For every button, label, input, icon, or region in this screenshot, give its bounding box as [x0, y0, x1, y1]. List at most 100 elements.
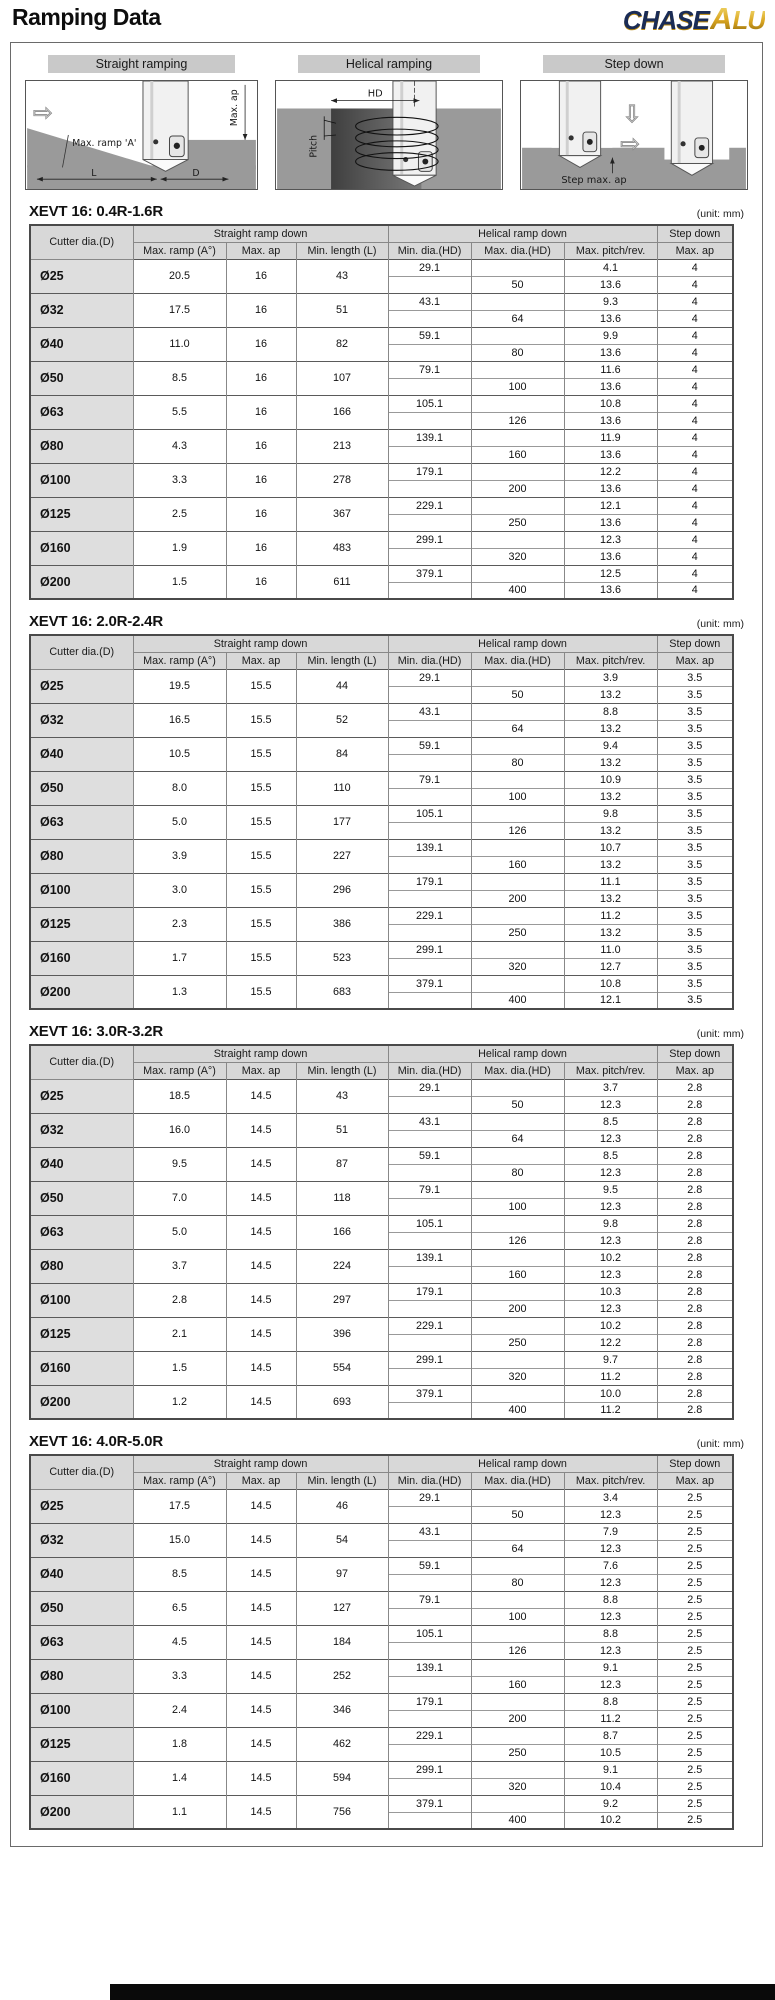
max-pitch-cell: 13.2	[563, 923, 658, 941]
max-ap-cell: 14.5	[225, 1350, 296, 1385]
max-ap-cell: 14.5	[225, 1112, 296, 1147]
table-header: Cutter dia.(D) Straight ramp down Helica…	[29, 1455, 734, 1490]
dim-L-label: L	[91, 168, 97, 179]
min-dia-cell-empty	[387, 719, 472, 737]
diagram-step-down: Step down ⇩ ⇨	[520, 55, 748, 190]
min-length-cell: 594	[295, 1760, 389, 1795]
step-max-ap-cell: 3.5	[656, 702, 734, 720]
min-length-cell: 87	[295, 1146, 389, 1181]
col-header-cutter-dia: Cutter dia.(D)	[29, 1045, 133, 1080]
table-header-group-row: Cutter dia.(D) Straight ramp down Helica…	[29, 635, 734, 670]
max-dia-cell: 160	[470, 1675, 565, 1693]
cutter-dia-cell: Ø32	[29, 1112, 133, 1147]
max-ap-cell: 14.5	[225, 1146, 296, 1181]
max-ramp-cell: 3.3	[132, 462, 226, 497]
pitch-label: Pitch	[308, 135, 319, 158]
table-row: Ø125 2.3 15.5 386 229.1 11.2 3.5	[29, 906, 734, 941]
table-row: 400 11.2 2.8	[30, 1401, 734, 1419]
max-dia-cell: 80	[470, 1573, 565, 1591]
step-max-ap-cell: 2.8	[656, 1248, 734, 1266]
max-ramp-cell: 3.7	[132, 1248, 226, 1283]
step-max-ap-cell: 3.5	[656, 787, 734, 805]
step-max-ap-cell: 2.5	[656, 1624, 734, 1642]
min-dia-cell: 29.1	[387, 1489, 472, 1506]
min-dia-cell-empty	[387, 445, 472, 463]
step-max-ap-cell: 2.8	[656, 1146, 734, 1164]
step-max-ap-cell: 2.8	[656, 1197, 734, 1215]
max-ramp-label: Max. ramp 'A'	[72, 138, 136, 149]
max-ap-cell: 16	[225, 292, 296, 327]
table-row: Ø25 19.5 15.5 44 29.1 3.9 3.5	[29, 669, 734, 703]
table-row: Ø32 15.0 14.5 54 43.1 7.9 2.5	[29, 1522, 734, 1557]
step-max-ap-cell: 4	[656, 564, 734, 582]
max-pitch-cell: 13.6	[563, 445, 658, 463]
table-row: Ø80 3.9 15.5 227 139.1 10.7 3.5	[29, 838, 734, 873]
max-dia-cell-empty	[470, 1350, 565, 1368]
col-group-straight-ramp-down: Straight ramp down	[132, 1455, 389, 1473]
max-ramp-cell: 6.5	[132, 1590, 226, 1625]
max-ramp-cell: 8.0	[132, 770, 226, 805]
min-dia-cell-empty	[387, 753, 472, 771]
max-dia-cell: 64	[470, 309, 565, 327]
step-down-illustration: ⇩ ⇨ Step max. ap	[520, 80, 748, 190]
max-ap-cell: 16	[225, 564, 296, 599]
min-length-cell: 683	[295, 974, 389, 1009]
table-row: Ø50 8.5 16 107 79.1 11.6 4	[29, 360, 734, 395]
min-length-cell: 396	[295, 1316, 389, 1351]
page-header: Ramping Data CHASEALU	[0, 0, 775, 42]
min-dia-cell: 139.1	[387, 838, 472, 856]
table-row: 126 12.3 2.8	[30, 1231, 734, 1249]
min-dia-cell-empty	[387, 685, 472, 703]
col-header-max-ap: Max. ap	[225, 1472, 296, 1489]
table-row: Ø63 5.0 15.5 177 105.1 9.8 3.5	[29, 804, 734, 839]
max-dia-cell: 200	[470, 1709, 565, 1727]
max-dia-cell-empty	[470, 496, 565, 514]
col-header-min-length: Min. length (L)	[295, 652, 389, 669]
max-pitch-cell: 12.3	[563, 1299, 658, 1317]
max-pitch-cell: 12.3	[563, 1505, 658, 1523]
step-max-ap-cell: 2.8	[656, 1163, 734, 1181]
col-header-cutter-dia: Cutter dia.(D)	[29, 635, 133, 670]
table-row: Ø80 4.3 16 213 139.1 11.9 4	[29, 428, 734, 463]
step-max-ap-cell: 2.5	[656, 1489, 734, 1506]
table-row: Ø50 8.0 15.5 110 79.1 10.9 3.5	[29, 770, 734, 805]
table-row: 126 12.3 2.5	[30, 1641, 734, 1659]
max-ramp-cell: 2.4	[132, 1692, 226, 1727]
table-row: Ø80 3.7 14.5 224 139.1 10.2 2.8	[29, 1248, 734, 1283]
table-header: Cutter dia.(D) Straight ramp down Helica…	[29, 635, 734, 670]
table-body: Ø25 17.5 14.5 46 29.1 3.4 2.5 50 12.3 2.5 Ø32 15.0 1…	[29, 1489, 734, 1829]
step-max-ap-cell: 4	[656, 309, 734, 327]
min-dia-cell: 59.1	[387, 1556, 472, 1574]
table-row: Ø25 20.5 16 43 29.1 4.1 4	[29, 259, 734, 293]
cutter-dia-cell: Ø40	[29, 1146, 133, 1181]
table-title-row: XEVT 16: 0.4R-1.6R (unit: mm)	[29, 203, 744, 220]
table-row: 80 13.6 4	[30, 343, 734, 361]
max-ramp-cell: 5.0	[132, 804, 226, 839]
table-row: 80 12.3 2.5	[30, 1573, 734, 1591]
max-pitch-cell: 12.3	[563, 1641, 658, 1659]
col-header-cutter-dia: Cutter dia.(D)	[29, 225, 133, 260]
min-dia-cell-empty	[387, 923, 472, 941]
min-length-cell: 224	[295, 1248, 389, 1283]
step-max-ap-cell: 2.8	[656, 1333, 734, 1351]
max-ramp-cell: 1.3	[132, 974, 226, 1009]
max-pitch-cell: 3.9	[563, 669, 658, 686]
max-dia-cell: 100	[470, 1197, 565, 1215]
max-pitch-cell: 4.1	[563, 259, 658, 276]
max-dia-cell-empty	[470, 1692, 565, 1710]
min-dia-cell: 179.1	[387, 872, 472, 890]
step-max-ap-cell: 2.8	[656, 1231, 734, 1249]
min-dia-cell-empty	[387, 957, 472, 975]
step-max-ap-cell: 2.5	[656, 1743, 734, 1761]
max-pitch-cell: 13.6	[563, 479, 658, 497]
step-max-ap-cell: 4	[656, 326, 734, 344]
max-ap-cell: 14.5	[225, 1794, 296, 1829]
min-length-cell: 166	[295, 394, 389, 429]
col-group-straight-ramp-down: Straight ramp down	[132, 225, 389, 243]
max-ap-cell: 15.5	[225, 804, 296, 839]
step-max-ap-cell: 2.5	[656, 1658, 734, 1676]
max-ap-cell: 15.5	[225, 669, 296, 703]
max-ramp-cell: 19.5	[132, 669, 226, 703]
max-dia-cell-empty	[470, 702, 565, 720]
max-pitch-cell: 11.2	[563, 1709, 658, 1727]
